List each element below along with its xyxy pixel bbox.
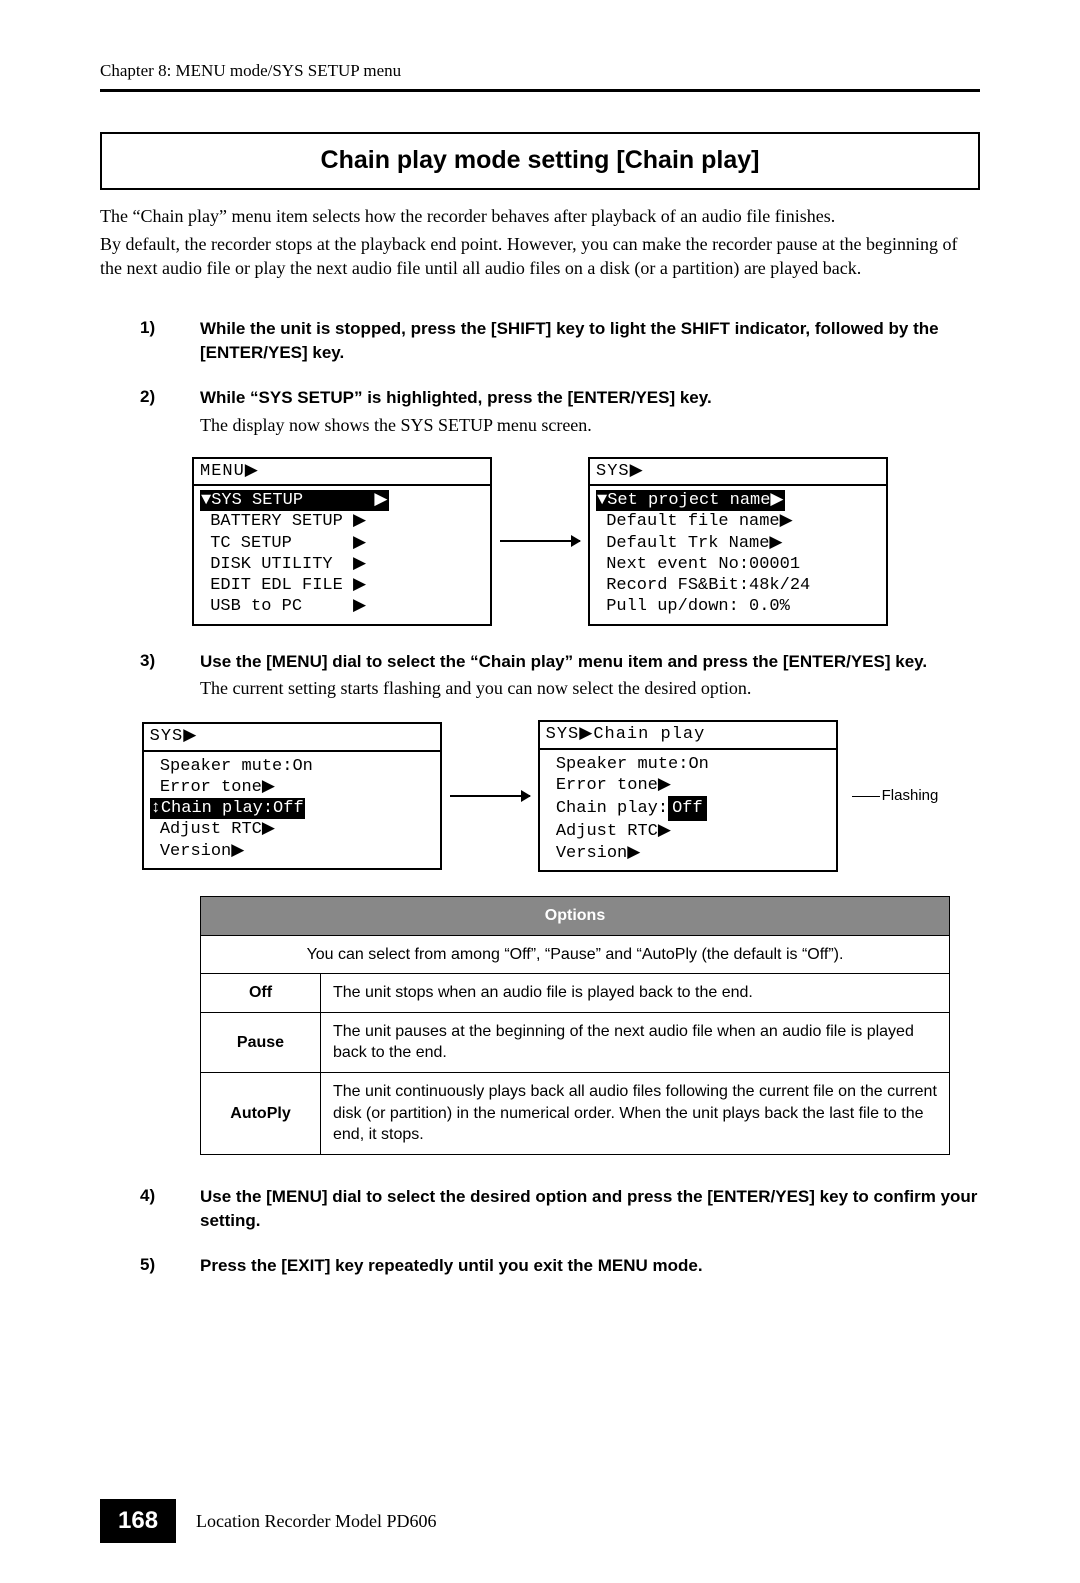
footer-text: Location Recorder Model PD606 bbox=[196, 1509, 436, 1533]
options-table: Options You can select from among “Off”,… bbox=[200, 896, 950, 1155]
table-row: Pause The unit pauses at the beginning o… bbox=[201, 1012, 950, 1072]
step-3-bold: Use the [MENU] dial to select the “Chain… bbox=[200, 650, 980, 675]
intro-block: The “Chain play” menu item selects how t… bbox=[100, 204, 980, 281]
page-number: 168 bbox=[100, 1499, 176, 1543]
lcd-title: SYS▶Chain play bbox=[540, 722, 836, 749]
option-desc: The unit continuously plays back all aud… bbox=[321, 1072, 950, 1154]
step-2: 2) While “SYS SETUP” is highlighted, pre… bbox=[140, 386, 980, 437]
lcd-title: SYS▶ bbox=[590, 459, 886, 486]
lcd-line: Record FS&Bit:48k/24 bbox=[596, 576, 810, 595]
step-number: 5) bbox=[140, 1254, 200, 1279]
step-number: 1) bbox=[140, 317, 200, 366]
page-footer: 168 Location Recorder Model PD606 bbox=[100, 1499, 980, 1543]
step-number: 2) bbox=[140, 386, 200, 437]
step-5-bold: Press the [EXIT] key repeatedly until yo… bbox=[200, 1254, 980, 1279]
option-label: AutoPly bbox=[201, 1072, 321, 1154]
lcd-highlight: ↕Chain play:Off bbox=[150, 798, 305, 819]
option-label: Off bbox=[201, 974, 321, 1013]
intro-p1: The “Chain play” menu item selects how t… bbox=[100, 204, 980, 228]
step-1-text: While the unit is stopped, press the [SH… bbox=[200, 317, 980, 366]
step-number: 4) bbox=[140, 1185, 200, 1234]
lcd-flashing-value: Off bbox=[668, 796, 707, 821]
lcd-line: Version▶ bbox=[150, 842, 245, 861]
lcd-line: USB to PC ▶ bbox=[200, 597, 366, 616]
step-3: 3) Use the [MENU] dial to select the “Ch… bbox=[140, 650, 980, 701]
lcd-line: Version▶ bbox=[546, 844, 641, 863]
lcd-line: Chain play: bbox=[546, 799, 668, 818]
lcd-line: Pull up/down: 0.0% bbox=[596, 597, 790, 616]
lcd-row-1: MENU▶ ▼SYS SETUP ▶ BATTERY SETUP ▶ TC SE… bbox=[100, 457, 980, 626]
section-title: Chain play mode setting [Chain play] bbox=[100, 132, 980, 190]
table-row: Off The unit stops when an audio file is… bbox=[201, 974, 950, 1013]
step-1: 1) While the unit is stopped, press the … bbox=[140, 317, 980, 366]
option-desc: The unit pauses at the beginning of the … bbox=[321, 1012, 950, 1072]
step-3-plain: The current setting starts flashing and … bbox=[200, 676, 980, 700]
flashing-label: Flashing bbox=[852, 786, 939, 806]
step-2-bold: While “SYS SETUP” is highlighted, press … bbox=[200, 386, 980, 411]
lcd-body: Speaker mute:On Error tone▶ ↕Chain play:… bbox=[144, 752, 440, 868]
lcd-line: EDIT EDL FILE ▶ bbox=[200, 576, 366, 595]
lcd-row-2: SYS▶ Speaker mute:On Error tone▶ ↕Chain … bbox=[100, 720, 980, 872]
lcd-line: Next event No:00001 bbox=[596, 555, 800, 574]
table-intro: You can select from among “Off”, “Pause”… bbox=[201, 935, 950, 974]
lcd-highlight: ▼Set project name▶ bbox=[596, 490, 785, 511]
arrow-right-icon bbox=[500, 540, 580, 542]
lcd-highlight: ▼SYS SETUP ▶ bbox=[200, 490, 389, 511]
step-4-bold: Use the [MENU] dial to select the desire… bbox=[200, 1185, 980, 1234]
lcd-body: ▼Set project name▶ Default file name▶ De… bbox=[590, 486, 886, 624]
lcd-body: ▼SYS SETUP ▶ BATTERY SETUP ▶ TC SETUP ▶ … bbox=[194, 486, 490, 624]
lcd-line: Adjust RTC▶ bbox=[150, 820, 275, 839]
flash-line-icon bbox=[852, 796, 880, 797]
lcd-line: Error tone▶ bbox=[150, 778, 275, 797]
step-4: 4) Use the [MENU] dial to select the des… bbox=[140, 1185, 980, 1234]
lcd-line: Speaker mute:On bbox=[546, 755, 709, 774]
lcd-line: Speaker mute:On bbox=[150, 757, 313, 776]
option-label: Pause bbox=[201, 1012, 321, 1072]
lcd-sys-right: SYS▶Chain play Speaker mute:On Error ton… bbox=[538, 720, 838, 872]
step-5: 5) Press the [EXIT] key repeatedly until… bbox=[140, 1254, 980, 1279]
lcd-menu-right: SYS▶ ▼Set project name▶ Default file nam… bbox=[588, 457, 888, 626]
divider bbox=[100, 89, 980, 92]
intro-p2: By default, the recorder stops at the pl… bbox=[100, 232, 980, 281]
option-desc: The unit stops when an audio file is pla… bbox=[321, 974, 950, 1013]
lcd-line: Default file name▶ bbox=[596, 512, 793, 531]
lcd-line: TC SETUP ▶ bbox=[200, 534, 366, 553]
lcd-title: MENU▶ bbox=[194, 459, 490, 486]
step-number: 3) bbox=[140, 650, 200, 701]
lcd-line: Default Trk Name▶ bbox=[596, 534, 783, 553]
lcd-menu-left: MENU▶ ▼SYS SETUP ▶ BATTERY SETUP ▶ TC SE… bbox=[192, 457, 492, 626]
lcd-line: Adjust RTC▶ bbox=[546, 822, 671, 841]
arrow-right-icon bbox=[450, 795, 530, 797]
chapter-header: Chapter 8: MENU mode/SYS SETUP menu bbox=[100, 60, 980, 83]
lcd-line: Error tone▶ bbox=[546, 776, 671, 795]
table-row: AutoPly The unit continuously plays back… bbox=[201, 1072, 950, 1154]
flashing-text: Flashing bbox=[882, 787, 939, 804]
lcd-title: SYS▶ bbox=[144, 724, 440, 751]
lcd-line: DISK UTILITY ▶ bbox=[200, 555, 366, 574]
step-2-plain: The display now shows the SYS SETUP menu… bbox=[200, 413, 980, 437]
lcd-sys-left: SYS▶ Speaker mute:On Error tone▶ ↕Chain … bbox=[142, 722, 442, 870]
lcd-body: Speaker mute:On Error tone▶ Chain play:O… bbox=[540, 750, 836, 870]
lcd-line: BATTERY SETUP ▶ bbox=[200, 512, 366, 531]
table-header: Options bbox=[201, 896, 950, 935]
